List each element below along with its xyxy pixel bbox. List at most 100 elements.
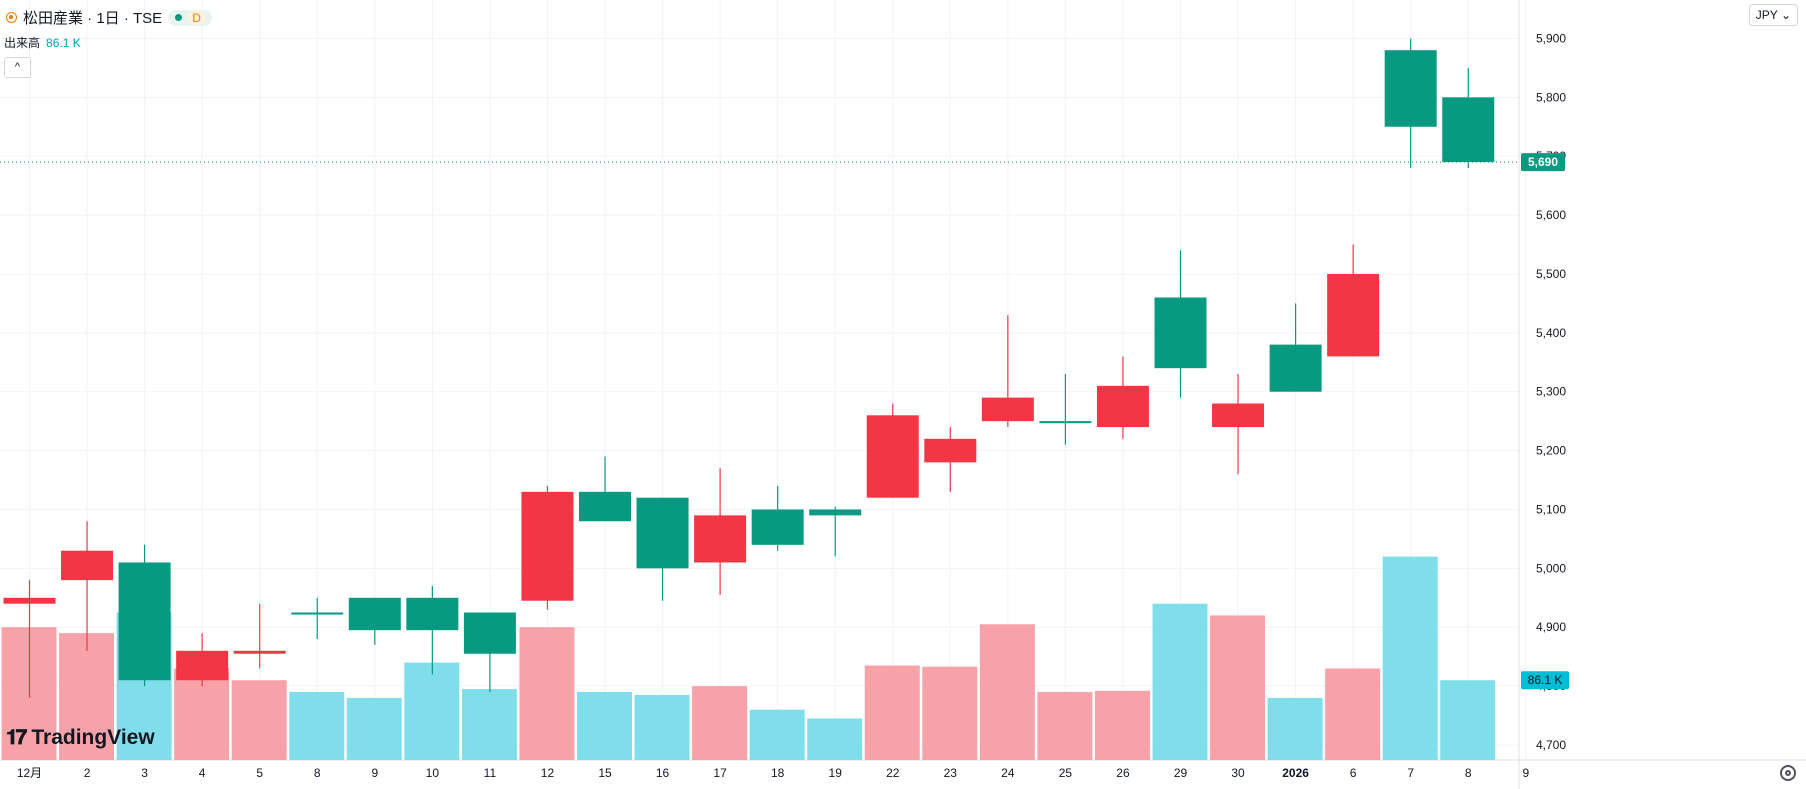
time-tick-label: 30 [1231, 766, 1245, 780]
symbol-logo-icon [6, 12, 17, 23]
last-volume-label: 86.1 K [1528, 673, 1563, 687]
candle-body [348, 597, 401, 631]
candle-body [579, 491, 631, 522]
collapse-legend-button[interactable]: ^ [4, 57, 31, 78]
candle-body [1096, 385, 1149, 428]
time-tick-label: 18 [771, 766, 785, 780]
time-tick-label: 8 [314, 766, 321, 780]
time-axis[interactable]: 12月 2 3 4 5 8 9 10 11 12 15 16 17 18 19 22 23 24 25 26 29 30 2… [17, 766, 1530, 780]
last-price-label-bg [1521, 153, 1565, 172]
candle-body [1039, 421, 1092, 424]
price-tick-label: 5,000 [1536, 561, 1566, 575]
candle-body [1154, 297, 1207, 369]
time-tick-label: 29 [1174, 766, 1188, 780]
time-tick-label: 4 [199, 766, 206, 780]
last-price-markers: 5,690 86.1 K [0, 153, 1569, 690]
time-tick-label: 6 [1350, 766, 1357, 780]
candle-body [118, 562, 171, 681]
volume-bar [634, 694, 690, 760]
time-tick-label: 24 [1001, 766, 1015, 780]
time-tick-label: 3 [141, 766, 148, 780]
time-tick-label: 22 [886, 766, 900, 780]
market-open-dot-icon [175, 14, 183, 21]
price-tick-label: 5,300 [1536, 385, 1566, 399]
price-tick-label: 5,200 [1536, 444, 1566, 458]
time-tick-label: 8 [1465, 766, 1472, 780]
volume-bars [1, 556, 1496, 760]
time-tick-label: 15 [598, 766, 612, 780]
price-tick-label: 5,900 [1536, 31, 1566, 45]
price-tick-label: 5,400 [1536, 326, 1566, 340]
volume-bar [979, 624, 1035, 760]
time-tick-label: 2 [84, 766, 91, 780]
candle-body [521, 491, 574, 601]
tradingview-mark-icon: 𝟏𝟕 [6, 726, 27, 749]
time-tick-label: 10 [426, 766, 440, 780]
time-tick-label: 9 [1522, 766, 1529, 780]
volume-bar [1037, 692, 1093, 760]
candle-body [3, 597, 56, 604]
volume-bar [1267, 697, 1323, 760]
volume-bar [749, 709, 805, 760]
time-tick-label: 5 [256, 766, 263, 780]
delayed-label: D [188, 10, 205, 25]
tradingview-logo[interactable]: 𝟏𝟕 TradingView [6, 726, 155, 750]
volume-bar [1152, 603, 1208, 760]
volume-bar [289, 692, 345, 760]
candle-body [866, 415, 919, 498]
currency-selector[interactable]: JPY ⌄ [1748, 4, 1798, 26]
candle-body [751, 509, 804, 545]
chevron-down-icon: ⌄ [1780, 8, 1791, 22]
chevron-up-icon: ^ [14, 61, 21, 73]
price-tick-label: 5,100 [1536, 502, 1566, 516]
chart-header: 松田産業 · 1日 · TSE D [6, 7, 212, 28]
symbol-title[interactable]: 松田産業 · 1日 · TSE [23, 10, 163, 27]
volume-bar [404, 662, 460, 760]
time-tick-label: 7 [1407, 766, 1414, 780]
volume-legend-value: 86.1 K [46, 36, 81, 50]
currency-label: JPY [1755, 8, 1778, 22]
volume-bar [461, 689, 517, 760]
brand-name: TradingView [31, 726, 155, 749]
candle-body [809, 509, 862, 516]
time-tick-label: 23 [944, 766, 958, 780]
price-tick-label: 4,900 [1536, 620, 1566, 634]
candle-body [61, 550, 114, 581]
time-tick-label: 16 [656, 766, 670, 780]
market-status-badge[interactable]: D [168, 9, 212, 26]
volume-bar [692, 686, 748, 760]
candle-body [291, 612, 344, 615]
candle-body [406, 597, 459, 631]
settings-gear-icon[interactable] [1780, 765, 1796, 781]
candle-body [694, 515, 747, 563]
candle-body [924, 438, 977, 463]
time-tick-label: 17 [713, 766, 727, 780]
volume-bar [346, 697, 402, 760]
volume-bar [1210, 615, 1266, 760]
last-price-label: 5,690 [1528, 155, 1558, 169]
volume-bar [231, 680, 287, 760]
volume-bar [864, 665, 920, 760]
time-tick-label: 2026 [1282, 766, 1309, 780]
volume-bar [59, 633, 115, 760]
volume-bar [922, 666, 978, 760]
volume-bar [1325, 668, 1381, 760]
time-tick-label: 11 [484, 766, 497, 780]
candle-body [636, 497, 689, 569]
volume-legend[interactable]: 出来高 86.1 K [4, 34, 81, 51]
candle-body [176, 650, 229, 681]
time-tick-label: 12月 [17, 766, 42, 780]
candle-body [1442, 97, 1495, 163]
candle-body [1212, 403, 1265, 428]
candle-body [463, 612, 516, 654]
candle-body [233, 650, 286, 654]
price-axis[interactable]: 4,7004,8004,9005,0005,1005,2005,3005,400… [1536, 31, 1566, 752]
candle-body [981, 397, 1034, 422]
volume-bar [1440, 680, 1496, 760]
volume-legend-label: 出来高 [4, 36, 41, 50]
time-tick-label: 26 [1116, 766, 1130, 780]
candles [3, 38, 1495, 698]
time-tick-label: 12 [541, 766, 555, 780]
candle-body [1327, 273, 1380, 357]
